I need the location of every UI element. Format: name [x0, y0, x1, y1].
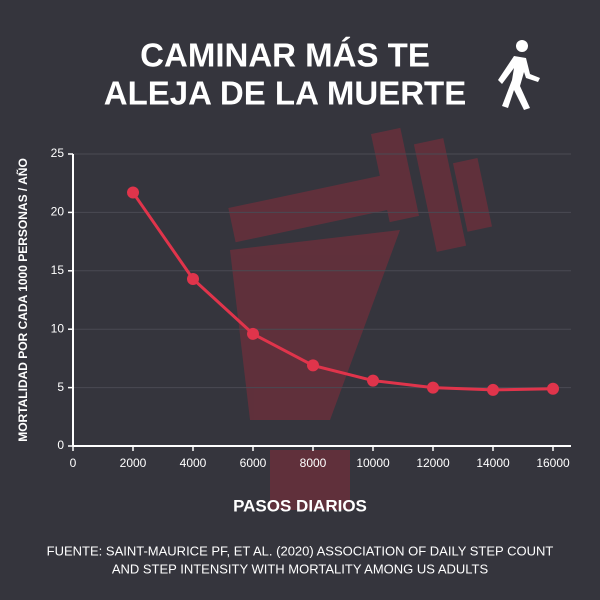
point	[487, 383, 499, 396]
source: FUENTE: SAINT-MAURICE PF, ET AL. (2020) …	[47, 543, 554, 558]
x-tick-label: 8000	[300, 456, 327, 470]
y-tick-label: 20	[51, 205, 65, 219]
x-tick-label: 0	[70, 456, 77, 470]
chart-title: CAMINAR MÁS TE	[140, 37, 430, 74]
y-tick-label: 10	[51, 321, 65, 335]
point	[307, 359, 319, 372]
x-tick-label: 2000	[120, 456, 147, 470]
y-tick-label: 15	[51, 263, 65, 277]
point	[367, 374, 379, 387]
y-tick-label: 0	[57, 438, 64, 452]
chart-title: ALEJA DE LA MUERTE	[104, 75, 466, 112]
point	[547, 382, 559, 395]
x-tick-label: 4000	[180, 456, 207, 470]
y-tick-label: 25	[51, 146, 65, 160]
walking-icon	[498, 40, 540, 110]
point	[247, 327, 259, 340]
x-tick-label: 12000	[416, 456, 450, 470]
x-tick-label: 14000	[476, 456, 510, 470]
point	[127, 186, 139, 199]
line	[131, 191, 554, 392]
y-axis-label: MORTALIDAD POR CADA 1000 PERSONAS / AÑO	[15, 158, 30, 442]
point	[427, 381, 439, 394]
background-logo	[228, 127, 492, 510]
x-tick-label: 16000	[536, 456, 570, 470]
x-tick-label: 10000	[356, 456, 390, 470]
source: AND STEP INTENSITY WITH MORTALITY AMONG …	[112, 561, 489, 576]
y-tick-label: 5	[57, 380, 64, 394]
x-axis-label: PASOS DIARIOS	[233, 496, 367, 515]
point	[187, 272, 199, 285]
x-tick-label: 6000	[240, 456, 267, 470]
